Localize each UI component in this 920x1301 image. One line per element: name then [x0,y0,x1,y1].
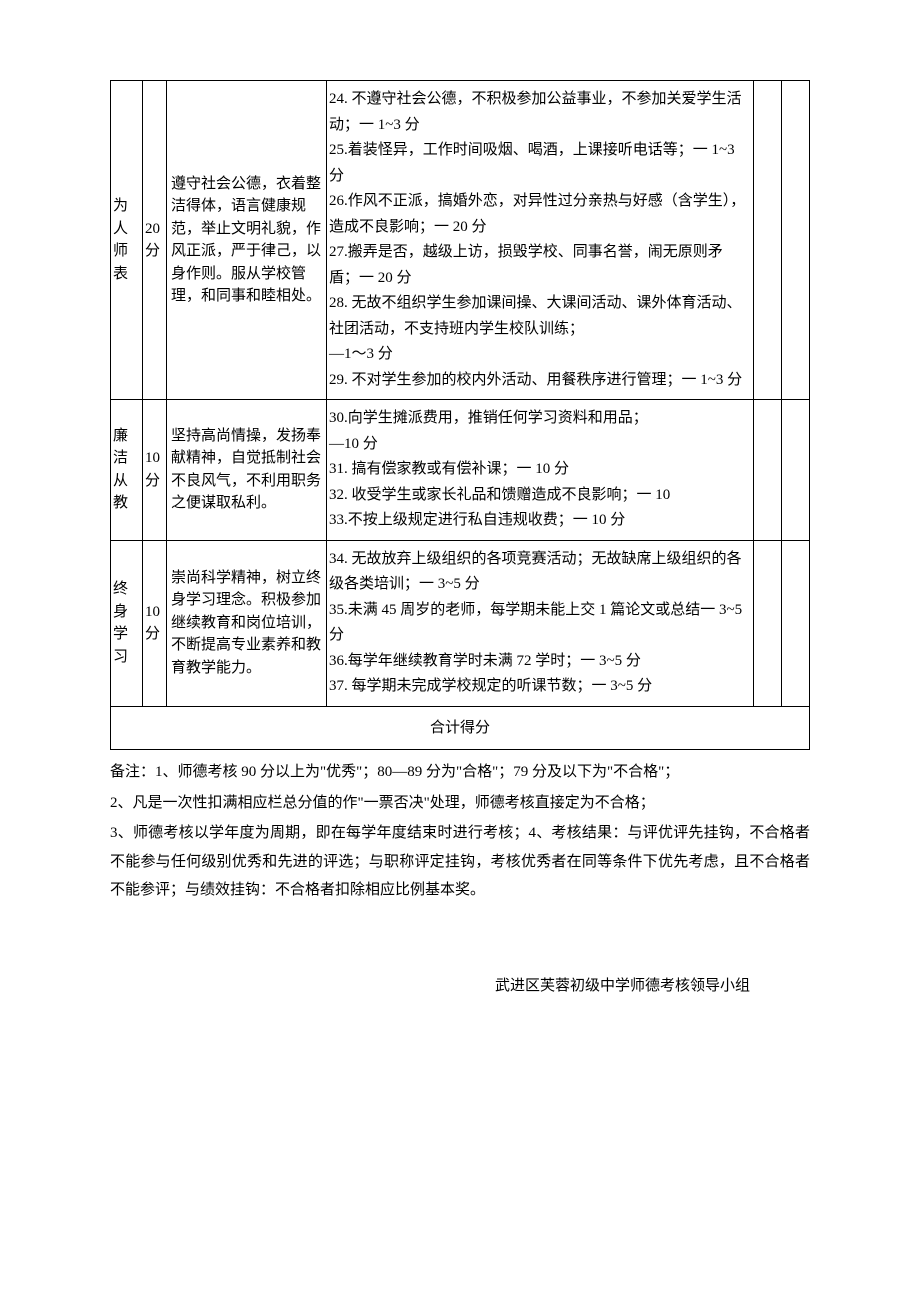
notes-section: 备注：1、师德考核 90 分以上为"优秀"；80—89 分为"合格"；79 分及… [110,758,810,905]
criteria-line: 33.不按上级规定进行私自违规收费；一 10 分 [329,508,751,534]
criteria-line: —1～3 分 [329,342,751,368]
note-line: 备注：1、师德考核 90 分以上为"优秀"；80—89 分为"合格"；79 分及… [110,758,810,787]
signature: 武进区芙蓉初级中学师德考核领导小组 [110,975,810,998]
criteria-line: 28. 无故不组织学生参加课间操、大课间活动、课外体育活动、社团活动，不支持班内… [329,291,751,342]
criteria-cell: 24. 不遵守社会公德，不积极参加公益事业，不参加关爱学生活动；一 1~3 分2… [327,81,754,400]
note-line: 3、师德考核以学年度为周期，即在每学年度结束时进行考核；4、考核结果：与评优评先… [110,819,810,905]
criteria-line: 34. 无故放弃上级组织的各项竞赛活动；无故缺席上级组织的各级各类培训；一 3~… [329,547,751,598]
empty-cell [782,81,810,400]
criteria-line: 26.作风不正派，搞婚外恋，对异性过分亲热与好感（含学生），造成不良影响；一 2… [329,189,751,240]
category-cell: 终 身学习 [111,540,143,706]
empty-cell [754,81,782,400]
criteria-line: —10 分 [329,432,751,458]
criteria-line: 30.向学生摊派费用，推销任何学习资料和用品； [329,406,751,432]
criteria-cell: 30.向学生摊派费用，推销任何学习资料和用品；—10 分31. 搞有偿家教或有偿… [327,400,754,541]
empty-cell [782,540,810,706]
category-cell: 为人师表 [111,81,143,400]
description-cell: 坚持高尚情操，发扬奉献精神，自觉抵制社会不良风气，不利用职务之便谋取私利。 [167,400,327,541]
criteria-line: 36.每学年继续教育学时未满 72 学时；一 3~5 分 [329,649,751,675]
description-cell: 遵守社会公德，衣着整洁得体，语言健康规范，举止文明礼貌，作风正派，严于律己，以身… [167,81,327,400]
empty-cell [782,400,810,541]
category-cell: 廉 洁从教 [111,400,143,541]
total-score-cell: 合计得分 [111,706,810,750]
description-cell: 崇尚科学精神，树立终身学习理念。积极参加继续教育和岗位培训，不断提高专业素养和教… [167,540,327,706]
criteria-line: 25.着装怪异，工作时间吸烟、喝酒，上课接听电话等；一 1~3 分 [329,138,751,189]
criteria-line: 32. 收受学生或家长礼品和馈赠造成不良影响；一 10 [329,483,751,509]
criteria-line: 35.未满 45 周岁的老师，每学期未能上交 1 篇论文或总结一 3~5 分 [329,598,751,649]
criteria-line: 29. 不对学生参加的校内外活动、用餐秩序进行管理；一 1~3 分 [329,368,751,394]
note-line: 2、凡是一次性扣满相应栏总分值的作"一票否决"处理，师德考核直接定为不合格； [110,789,810,818]
criteria-cell: 34. 无故放弃上级组织的各项竞赛活动；无故缺席上级组织的各级各类培训；一 3~… [327,540,754,706]
evaluation-table: 为人师表20 分遵守社会公德，衣着整洁得体，语言健康规范，举止文明礼貌，作风正派… [110,80,810,750]
empty-cell [754,540,782,706]
score-cell: 10 分 [143,400,167,541]
criteria-line: 24. 不遵守社会公德，不积极参加公益事业，不参加关爱学生活动；一 1~3 分 [329,87,751,138]
score-cell: 20 分 [143,81,167,400]
criteria-line: 31. 搞有偿家教或有偿补课；一 10 分 [329,457,751,483]
criteria-line: 27.搬弄是否，越级上访，损毁学校、同事名誉，闹无原则矛盾；一 20 分 [329,240,751,291]
score-cell: 10 分 [143,540,167,706]
empty-cell [754,400,782,541]
criteria-line: 37. 每学期未完成学校规定的听课节数；一 3~5 分 [329,674,751,700]
